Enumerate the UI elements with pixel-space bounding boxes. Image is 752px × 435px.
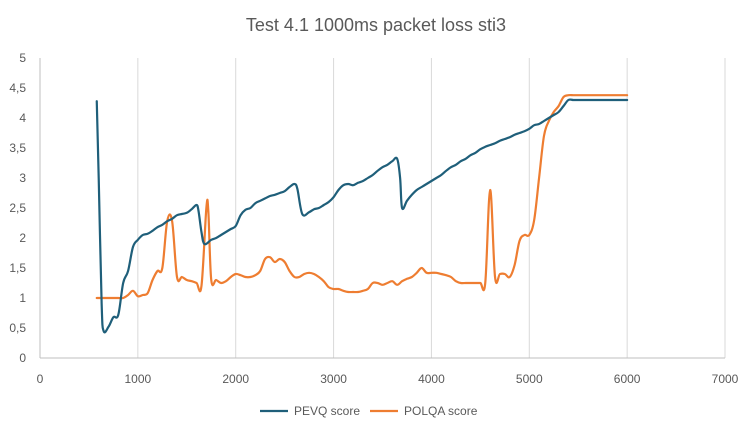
y-tick-label: 1 (19, 291, 26, 305)
axis-layer: 0 1000 2000 3000 4000 5000 6000 7000 0 0,5 1 1,5 2 2,… (9, 51, 738, 386)
x-tick-label: 3000 (320, 372, 347, 386)
y-tick-label: 4 (19, 111, 26, 125)
y-tick-label: 3 (19, 171, 26, 185)
y-tick-label: 3,5 (9, 141, 26, 155)
series-layer (95, 93, 629, 334)
pevq-score-line (95, 98, 629, 334)
legend: PEVQ score POLQA score (260, 404, 478, 418)
y-tick-label: 2,5 (9, 201, 26, 215)
x-tick-label: 7000 (712, 372, 739, 386)
grid-layer (137, 58, 726, 358)
y-tick-label: 0,5 (9, 321, 26, 335)
x-tick-label: 6000 (614, 372, 641, 386)
y-tick-label: 0 (19, 351, 26, 365)
legend-label-pevq-score: PEVQ score (294, 404, 360, 418)
chart-title: Test 4.1 1000ms packet loss sti3 (246, 15, 506, 35)
x-tick-label: 4000 (418, 372, 445, 386)
x-tick-label: 2000 (222, 372, 249, 386)
y-tick-label: 5 (19, 51, 26, 65)
y-tick-label: 2 (19, 231, 26, 245)
legend-label-polqa-score: POLQA score (404, 404, 478, 418)
polqa-score-line (95, 93, 629, 300)
x-tick-label: 0 (37, 372, 44, 386)
y-tick-label: 1,5 (9, 261, 26, 275)
x-tick-label: 1000 (125, 372, 152, 386)
y-tick-label: 4,5 (9, 81, 26, 95)
x-tick-label: 5000 (516, 372, 543, 386)
